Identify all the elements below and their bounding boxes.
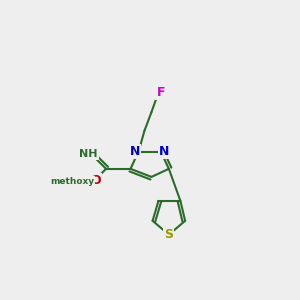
Text: methoxy: methoxy — [50, 177, 94, 186]
Text: F: F — [157, 86, 165, 99]
Text: N: N — [130, 145, 140, 158]
Text: S: S — [164, 228, 173, 241]
Text: O: O — [90, 174, 101, 187]
Text: NH: NH — [80, 149, 98, 159]
Text: N: N — [159, 145, 170, 158]
